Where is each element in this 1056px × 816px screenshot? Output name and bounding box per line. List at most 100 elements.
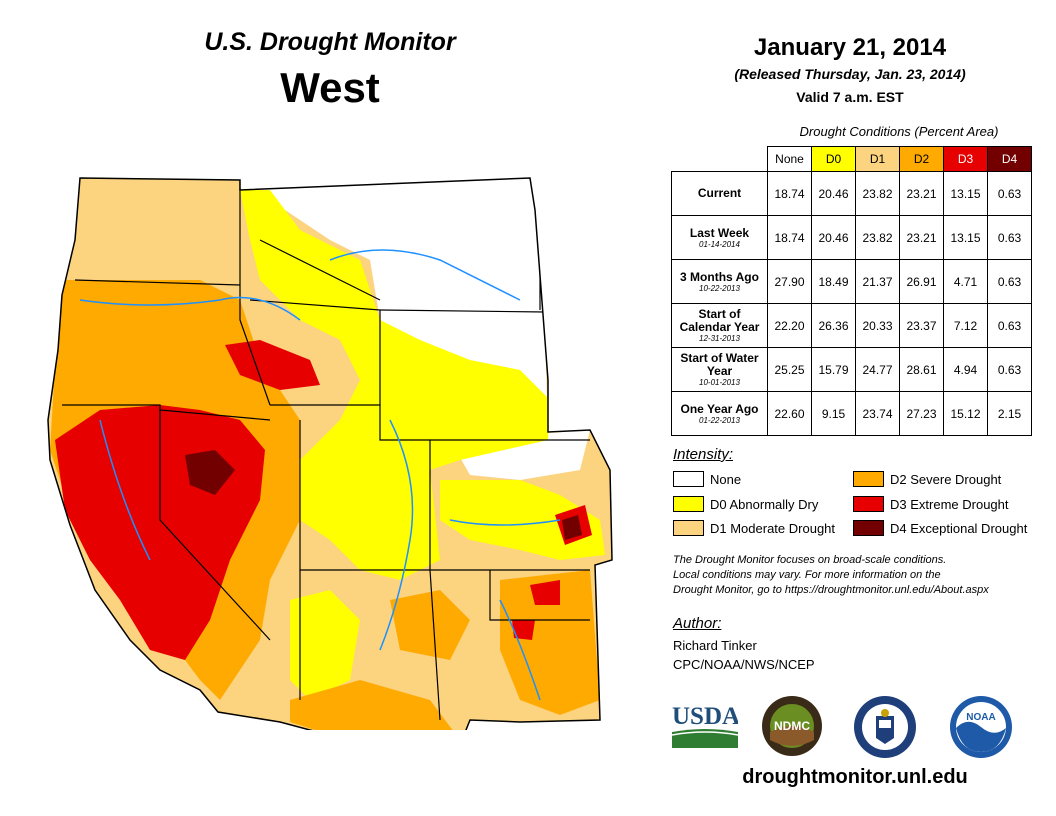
map-date: January 21, 2014 (753, 34, 947, 61)
cell: 28.61 (899, 347, 944, 392)
legend-swatch (673, 496, 704, 512)
ndmc-logo: NDMC (762, 696, 822, 756)
table-row: 3 Months Ago 10-22-2013 27.90 18.49 21.37… (671, 259, 1032, 304)
row-label: Current (671, 171, 768, 216)
legend-label: None (710, 471, 742, 487)
cell: 15.12 (943, 391, 988, 436)
col-d1: D1 (855, 146, 900, 172)
legend-item-none: None (673, 471, 741, 487)
legend-swatch (673, 471, 704, 487)
valid-time: Valid 7 a.m. EST (796, 89, 904, 105)
legend-label: D0 Abnormally Dry (710, 496, 819, 512)
col-d2: D2 (899, 146, 944, 172)
disclaimer-note: The Drought Monitor focuses on broad-sca… (673, 553, 1043, 598)
cell: 27.90 (767, 259, 812, 304)
cell: 23.82 (855, 215, 900, 260)
release-date: (Released Thursday, Jan. 23, 2014) (734, 66, 966, 82)
cell: 0.63 (987, 303, 1032, 348)
cell: 27.23 (899, 391, 944, 436)
map-title: U.S. Drought Monitor (204, 28, 456, 56)
cell: 4.94 (943, 347, 988, 392)
cell: 7.12 (943, 303, 988, 348)
cell: 15.79 (811, 347, 856, 392)
cell: 23.74 (855, 391, 900, 436)
region-title: West (280, 64, 380, 111)
svg-text:NOAA: NOAA (966, 712, 995, 723)
map-d3-texas (512, 620, 535, 640)
col-d4: D4 (987, 146, 1032, 172)
row-label: Start of Calendar Year 12-31-2013 (671, 303, 768, 348)
cell: 18.49 (811, 259, 856, 304)
col-none: None (767, 146, 812, 172)
cell: 25.25 (767, 347, 812, 392)
table-row: Start of Calendar Year 12-31-2013 22.20 2… (671, 303, 1032, 348)
cell: 23.82 (855, 171, 900, 216)
map-d0-arizona (290, 590, 360, 700)
map-d2-arizona (290, 680, 460, 730)
cell: 2.15 (987, 391, 1032, 436)
map-outline (47, 177, 613, 730)
legend-item-d3: D3 Extreme Drought (853, 496, 1009, 512)
cell: 21.37 (855, 259, 900, 304)
cell: 4.71 (943, 259, 988, 304)
map-d4-nevada (185, 450, 235, 495)
legend-item-d0: D0 Abnormally Dry (673, 496, 818, 512)
drought-conditions-table: None D0 D1 D2 D3 D4 Current 18.74 20.46 … (671, 146, 1032, 436)
legend-title: Intensity: (673, 446, 734, 463)
map-d0-idaho-wyoming (240, 190, 550, 580)
cell: 0.63 (987, 347, 1032, 392)
row-label: Last Week 01-14-2014 (671, 215, 768, 260)
legend-label: D3 Extreme Drought (890, 496, 1009, 512)
legend-label: D4 Exceptional Drought (890, 520, 1028, 536)
cell: 0.63 (987, 171, 1032, 216)
note-line: The Drought Monitor focuses on broad-sca… (673, 554, 947, 566)
usda-logo: USDA (672, 703, 738, 748)
row-label: Start of Water Year 10-01-2013 (671, 347, 768, 392)
website-url[interactable]: droughtmonitor.unl.edu (742, 766, 968, 788)
cell: 18.74 (767, 171, 812, 216)
svg-text:USDA: USDA (672, 703, 738, 730)
legend-label: D1 Moderate Drought (710, 520, 836, 536)
table-header-blank (672, 147, 768, 172)
drought-map (47, 177, 613, 730)
cell: 22.60 (767, 391, 812, 436)
col-d3: D3 (943, 146, 988, 172)
cell: 9.15 (811, 391, 856, 436)
col-d0: D0 (811, 146, 856, 172)
map-d3-oregon (225, 340, 320, 390)
map-d3-oklahoma (530, 580, 560, 605)
legend-swatch (853, 520, 884, 536)
table-row: Start of Water Year 10-01-2013 25.25 15.7… (671, 347, 1032, 392)
table-row: One Year Ago 01-22-2013 22.60 9.15 23.74 … (671, 391, 1032, 436)
cell: 23.37 (899, 303, 944, 348)
cell: 20.46 (811, 215, 856, 260)
cell: 13.15 (943, 215, 988, 260)
legend-item-d1: D1 Moderate Drought (673, 520, 835, 536)
note-line: Drought Monitor, go to https://droughtmo… (673, 584, 989, 596)
author-org: CPC/NOAA/NWS/NCEP (673, 657, 815, 672)
row-label: One Year Ago 01-22-2013 (671, 391, 768, 436)
table-caption: Drought Conditions (Percent Area) (799, 124, 999, 139)
table-row: Current 18.74 20.46 23.82 23.21 13.15 0.… (671, 171, 1032, 216)
cell: 0.63 (987, 259, 1032, 304)
cell: 26.36 (811, 303, 856, 348)
legend-swatch (853, 496, 884, 512)
author-name: Richard Tinker (673, 638, 757, 653)
map-d4-kansas (562, 515, 582, 540)
cell: 13.15 (943, 171, 988, 216)
author-title: Author: (673, 615, 722, 632)
cell: 20.33 (855, 303, 900, 348)
cell: 0.63 (987, 215, 1032, 260)
note-line: Local conditions may vary. For more info… (673, 569, 941, 581)
legend-item-d2: D2 Severe Drought (853, 471, 1001, 487)
legend-swatch (673, 520, 704, 536)
map-d2-colorado (390, 590, 470, 660)
row-label: 3 Months Ago 10-22-2013 (671, 259, 768, 304)
svg-text:NDMC: NDMC (774, 719, 810, 733)
cell: 18.74 (767, 215, 812, 260)
state-borders (62, 178, 590, 721)
cell: 23.21 (899, 171, 944, 216)
cell: 20.46 (811, 171, 856, 216)
commerce-seal-logo (854, 696, 916, 758)
cell: 26.91 (899, 259, 944, 304)
